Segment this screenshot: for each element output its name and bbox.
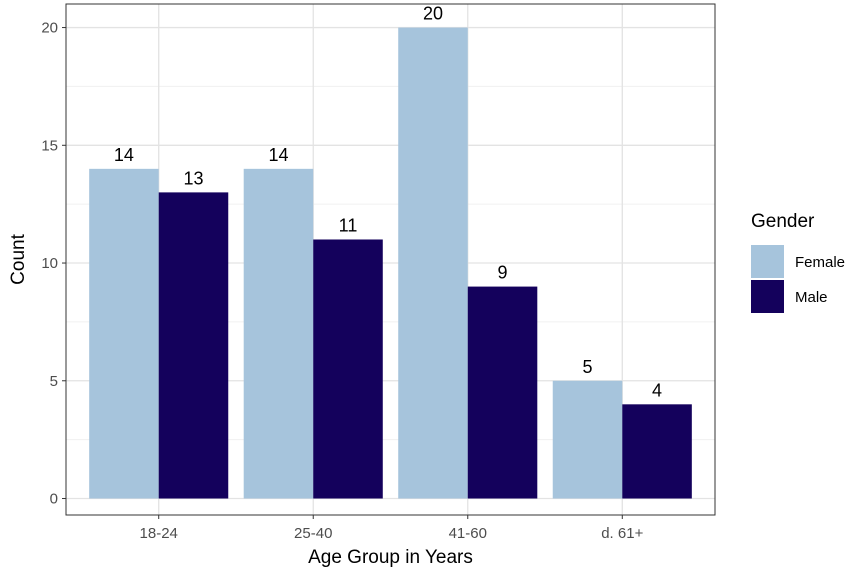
x-tick-label: 18-24	[140, 525, 178, 542]
data-label: 20	[423, 4, 443, 24]
bar	[313, 239, 383, 499]
data-label: 4	[652, 380, 662, 400]
bar	[398, 27, 468, 499]
data-label: 14	[268, 145, 288, 165]
y-axis-title: Count	[8, 233, 29, 284]
data-labels: 14 14 20 5 13 11 9 4	[114, 4, 662, 401]
x-tick-label: d. 61+	[601, 525, 643, 542]
x-tick-label: 25-40	[294, 525, 332, 542]
bar	[622, 404, 692, 499]
bar	[243, 168, 314, 499]
x-axis-title: Age Group in Years	[308, 547, 473, 568]
legend: Gender Female Male	[751, 211, 845, 313]
data-label: 14	[114, 145, 134, 165]
panel-border	[65, 3, 716, 516]
data-label: 5	[583, 357, 593, 377]
legend-label: Male	[795, 289, 828, 306]
y-tick-label: 10	[41, 255, 58, 272]
y-tick-label: 5	[50, 373, 58, 390]
bar	[89, 168, 159, 499]
axes: 0 5 10 15 20 18-24 25-40 41-60 d. 61+	[41, 20, 643, 542]
x-tick-label: 41-60	[449, 525, 487, 542]
y-tick-label: 15	[41, 137, 58, 154]
bar	[552, 380, 623, 499]
data-label: 11	[339, 215, 358, 235]
data-label: 13	[183, 168, 203, 188]
legend-label: Female	[795, 254, 845, 271]
data-label: 9	[498, 263, 508, 283]
legend-key	[751, 280, 784, 313]
y-tick-label: 0	[50, 491, 58, 508]
legend-key	[751, 245, 784, 278]
y-tick-label: 20	[41, 20, 58, 37]
bars	[89, 27, 692, 499]
bar	[467, 286, 538, 499]
legend-title: Gender	[751, 211, 815, 232]
bar	[158, 192, 229, 499]
